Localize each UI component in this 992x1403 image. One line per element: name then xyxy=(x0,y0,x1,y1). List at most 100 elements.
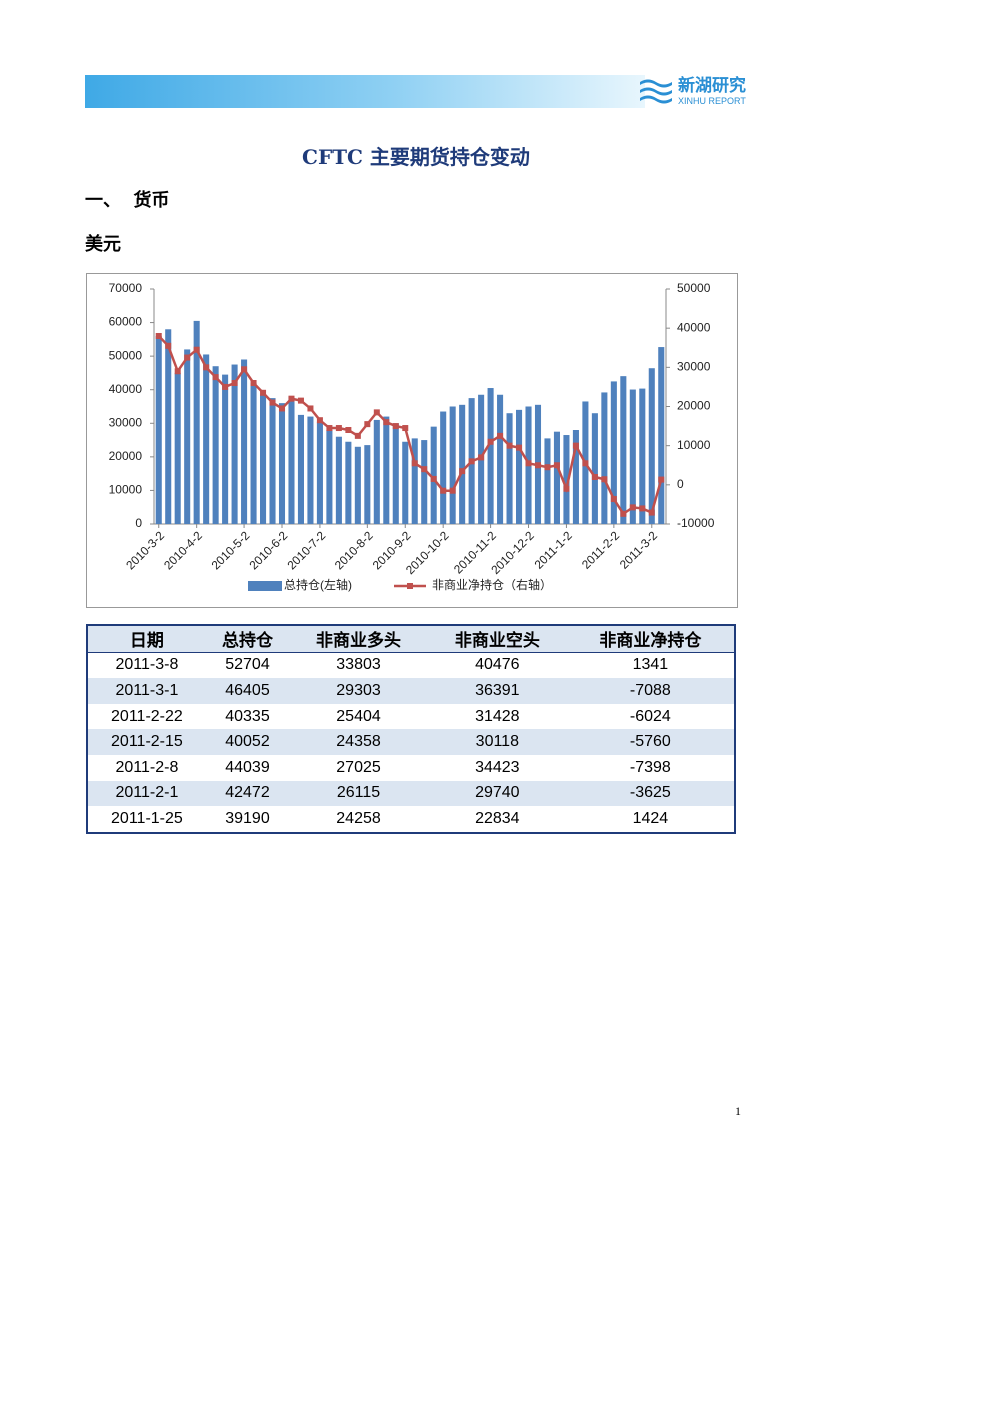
bar xyxy=(402,441,409,524)
bar xyxy=(591,413,598,524)
bar xyxy=(421,440,428,524)
table-cell: 40476 xyxy=(475,656,520,674)
header-cell: 非商业空头 xyxy=(427,625,567,653)
line-marker xyxy=(506,442,513,449)
line-marker xyxy=(610,496,617,503)
bar xyxy=(572,430,579,524)
line-marker xyxy=(553,462,560,469)
line-marker xyxy=(402,425,409,432)
logo: 新湖研究 XINHU REPORT xyxy=(640,76,746,106)
y2-tick-label: 30000 xyxy=(677,360,711,374)
bar xyxy=(203,354,210,524)
y-tick-label: 10000 xyxy=(109,483,143,497)
bar xyxy=(231,364,238,524)
table: 日期 总持仓 非商业多头 非商业空头 非商业净持仓 2011-3-8 52704 33803 4… xyxy=(86,624,736,834)
bar xyxy=(383,416,390,524)
line-marker xyxy=(591,474,598,480)
bar xyxy=(184,349,191,524)
title: CFTC 主要期货持仓变动 xyxy=(302,145,530,169)
line-marker xyxy=(430,475,437,482)
line-marker xyxy=(260,389,267,396)
table-cell: 52704 xyxy=(225,656,270,674)
bar xyxy=(392,423,399,524)
table-row: 2011-2-15 40052 24358 30118 -5760 xyxy=(87,729,735,755)
table-cell: 2011-2-22 xyxy=(111,707,183,725)
bar xyxy=(430,426,437,524)
bar xyxy=(155,336,162,524)
table-cell: -7398 xyxy=(629,758,671,776)
table-cell: -6024 xyxy=(629,707,671,725)
table-cell: 24358 xyxy=(289,729,428,755)
line-marker xyxy=(563,485,570,492)
table-cell: 39190 xyxy=(225,809,270,827)
bar xyxy=(620,376,627,524)
y-tick-label: 50000 xyxy=(109,348,143,362)
y-tick-label: 60000 xyxy=(109,315,143,329)
chart: 0 10000 20000 30000 40000 50000 60000 70000 -100… xyxy=(86,273,738,608)
line-marker xyxy=(411,460,418,467)
bar xyxy=(563,435,570,524)
y-tick-label: 40000 xyxy=(109,382,143,396)
header-cell: 非商业净持仓 xyxy=(566,625,735,653)
line-marker xyxy=(648,509,655,516)
bar xyxy=(411,438,418,524)
bar xyxy=(354,446,361,524)
bar xyxy=(193,320,200,524)
line-marker xyxy=(516,444,523,451)
table-row: 2011-3-8 52704 33803 40476 1341 xyxy=(87,652,735,678)
table-row: 2011-1-25 39190 24258 22834 1424 xyxy=(87,806,735,833)
table-row: 2011-2-22 40335 25404 31428 -6024 xyxy=(87,704,735,730)
bar xyxy=(364,445,371,524)
table-cell: 2011-2-8 xyxy=(115,758,179,776)
table-row: 2011-3-1 46405 29303 36391 -7088 xyxy=(87,678,735,704)
line-marker xyxy=(297,397,304,404)
line-marker xyxy=(497,432,504,439)
bar xyxy=(174,372,181,524)
subsection-heading: 美元 xyxy=(85,234,121,255)
line-marker xyxy=(326,425,333,432)
table-header: 日期 总持仓 非商业多头 非商业空头 非商业净持仓 xyxy=(87,625,735,653)
table-cell: 26115 xyxy=(289,780,428,807)
line-marker xyxy=(468,458,475,465)
bar xyxy=(335,436,342,524)
header-cell: 日期 xyxy=(87,625,206,653)
line-marker xyxy=(449,487,456,494)
line-marker xyxy=(222,383,229,390)
table-cell: 33803 xyxy=(336,656,381,674)
line-marker xyxy=(174,368,181,375)
bar xyxy=(260,394,267,524)
bar xyxy=(506,413,513,524)
bar xyxy=(544,438,551,524)
bar xyxy=(250,383,257,524)
bar xyxy=(610,381,617,524)
line-marker xyxy=(572,442,579,449)
bar xyxy=(288,396,295,524)
legend-swatch xyxy=(248,581,282,591)
section-heading: 一、 货币 xyxy=(85,190,170,211)
table-cell: 40335 xyxy=(225,707,270,725)
bar xyxy=(487,388,494,524)
line-marker xyxy=(364,421,371,428)
y2-tick-label: 0 xyxy=(677,477,684,491)
line-marker xyxy=(392,423,399,430)
table-cell: 22834 xyxy=(475,809,520,827)
y2-tick-label: -10000 xyxy=(677,516,715,530)
line-marker xyxy=(629,504,636,511)
table-cell: 36391 xyxy=(427,678,567,704)
logo-text: 新湖研究 xyxy=(678,76,746,96)
y-tick-label: 0 xyxy=(135,516,142,530)
table-cell: 27025 xyxy=(336,758,381,776)
bar xyxy=(307,416,314,524)
table-cell: 24258 xyxy=(336,809,381,827)
y-tick-label: 20000 xyxy=(109,449,143,463)
header-band xyxy=(85,75,645,108)
y2-tick-label: 20000 xyxy=(677,399,711,413)
bar xyxy=(373,419,380,524)
line-marker xyxy=(193,346,200,353)
y-tick-label: 30000 xyxy=(109,415,143,429)
table-cell: -3625 xyxy=(566,780,735,807)
table-cell: 44039 xyxy=(225,758,270,776)
line-marker xyxy=(459,468,466,475)
table-cell: 2011-2-1 xyxy=(87,780,206,807)
